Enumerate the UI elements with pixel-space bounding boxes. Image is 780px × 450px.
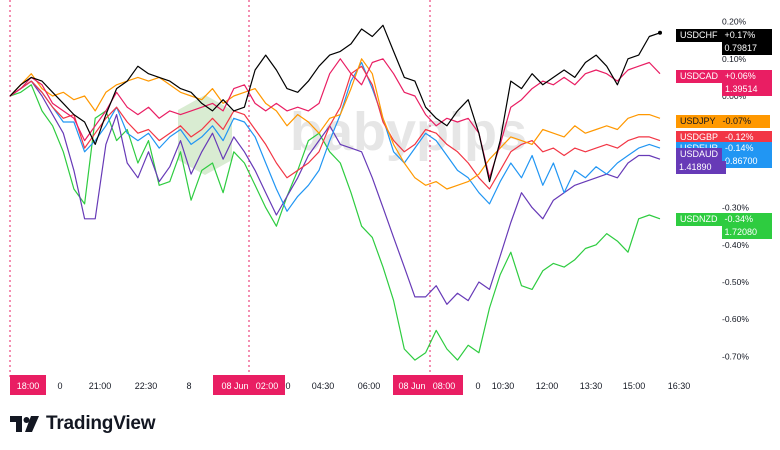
badge-symbol: USDJPY [676, 115, 720, 128]
x-highlight-1 [213, 375, 285, 395]
watermark-shield-icon [178, 95, 232, 175]
y-tick-label: 0.00% [722, 91, 747, 101]
usdchf-last-point [658, 30, 662, 35]
x-tick-label: 0 [475, 381, 480, 391]
badge-change: +0.17% [721, 29, 772, 42]
badge-change: -0.07% [719, 115, 770, 128]
x-tick-label: 13:30 [580, 381, 603, 391]
badge-symbol: USDGBP [676, 131, 723, 144]
badge-usdchf: USDCHF +0.17% 0.79817 [676, 29, 772, 55]
badge-symbol: USDNZD [676, 213, 722, 226]
badge-change: -0.34% [721, 213, 772, 226]
y-tick-label: 0.20% [722, 17, 747, 27]
series-line-usdjpy [9, 58, 661, 190]
x-tick-label: 10:30 [492, 381, 515, 391]
badge-usdnzd: USDNZD -0.34% 1.72080 [676, 213, 772, 239]
series-lines [9, 24, 662, 361]
x-tick-label: 02:00 [256, 381, 279, 391]
x-tick-label: 08 Jun [398, 381, 425, 391]
chart: babypips 0.20%0.10%0.00%-0.30%-0.40%-0.5… [9, 0, 749, 395]
badge-change: -0.14% [722, 142, 773, 155]
x-tick-label: 18:00 [17, 381, 40, 391]
x-tick-label: 22:30 [135, 381, 158, 391]
series-line-usdeur [9, 61, 661, 212]
badge-usdaud: USDAUD 1.41890 [676, 148, 726, 174]
y-tick-label: -0.60% [722, 314, 749, 324]
y-tick-label: -0.40% [722, 240, 749, 250]
x-tick-label: 12:00 [536, 381, 559, 391]
x-tick-label: 16:30 [668, 381, 691, 391]
series-line-usdnzd [9, 84, 661, 361]
x-tick-label: 08 Jun [221, 381, 248, 391]
badge-symbol: USDCAD [676, 70, 723, 83]
tradingview-logo-icon [10, 416, 39, 432]
x-highlight-0 [10, 375, 46, 395]
session-lines [9, 0, 431, 380]
brand-name: TradingView [46, 413, 156, 434]
badge-price: 1.72080 [721, 226, 772, 239]
badge-price: 0.79817 [721, 42, 772, 55]
badge-usdjpy: USDJPY -0.07% [676, 115, 770, 128]
badge-change: -0.12% [722, 131, 773, 144]
y-tick-label: -0.50% [722, 277, 749, 287]
series-line-usdchf [9, 24, 661, 183]
series-line-usdcad [9, 58, 661, 179]
x-tick-label: 0 [285, 381, 290, 391]
x-axis: 18:00 0 21:00 22:30 8 08 Jun 02:00 0 04:30 06:00 0… [10, 375, 690, 395]
x-tick-label: 21:00 [89, 381, 112, 391]
x-highlight-2 [393, 375, 463, 395]
badge-usdcad: USDCAD +0.06% 1.39514 [676, 70, 773, 96]
y-tick-label: -0.30% [722, 203, 749, 213]
series-line-usdaud [9, 80, 661, 305]
badge-price: 0.86700 [722, 155, 773, 168]
badge-symbol: USDAUD [676, 148, 723, 161]
x-tick-label: 04:30 [312, 381, 335, 391]
badge-usdgbp: USDGBP -0.12% [676, 131, 773, 144]
x-tick-label: 06:00 [358, 381, 381, 391]
badge-symbol: USDCHF [676, 29, 722, 42]
x-tick-label: 8 [186, 381, 191, 391]
y-axis: 0.20% 0.10% 0.00% -0.30% -0.40% -0.50% -0.60% -… [722, 17, 749, 362]
x-tick-label: 0 [57, 381, 62, 391]
badge-change: +0.06% [722, 70, 773, 83]
badge-price: 1.39514 [722, 83, 773, 96]
y-tick-label: 0.10% [722, 54, 747, 64]
tradingview-logo[interactable]: TradingView [10, 413, 156, 435]
x-tick-label: 08:00 [433, 381, 456, 391]
badge-price: 1.41890 [676, 161, 726, 174]
x-tick-label: 15:00 [623, 381, 646, 391]
y-tick-label: -0.70% [722, 351, 749, 361]
